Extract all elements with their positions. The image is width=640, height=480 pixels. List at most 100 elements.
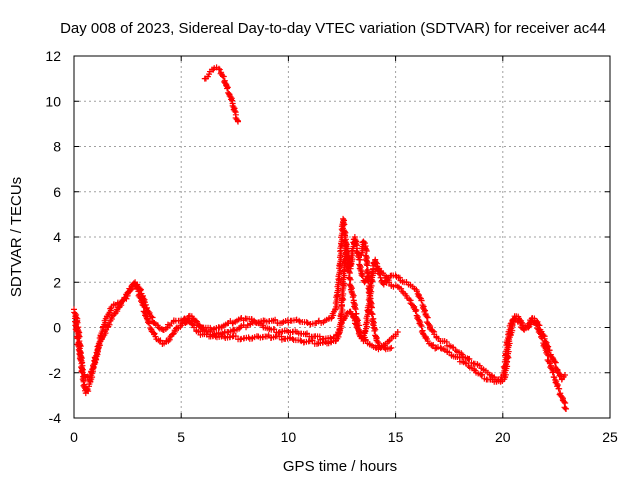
data-point-marker bbox=[437, 344, 444, 351]
data-point-marker bbox=[142, 312, 149, 319]
x-tick-label: 0 bbox=[70, 429, 78, 445]
data-point-marker bbox=[337, 321, 344, 328]
axis-ticks: 0 5 10 15 20 25 -4 -2 0 2 4 6 8 10 12 bbox=[45, 48, 618, 445]
data-point-marker bbox=[351, 304, 358, 311]
data-point-marker bbox=[373, 259, 380, 266]
data-point-marker bbox=[156, 338, 163, 345]
data-point-marker bbox=[550, 368, 557, 375]
data-point-marker bbox=[193, 318, 200, 325]
data-point-marker bbox=[148, 313, 155, 320]
x-tick-label: 10 bbox=[281, 429, 297, 445]
data-point-marker bbox=[231, 107, 238, 114]
data-point-marker bbox=[137, 287, 144, 294]
data-point-marker bbox=[561, 372, 568, 379]
x-tick-label: 15 bbox=[388, 429, 404, 445]
data-point-marker bbox=[434, 344, 441, 351]
chart-title: Day 008 of 2023, Sidereal Day-to-day VTE… bbox=[60, 20, 606, 37]
y-tick-label: 8 bbox=[53, 139, 61, 155]
data-point-marker bbox=[423, 313, 430, 320]
data-point-marker bbox=[235, 118, 242, 125]
data-point-marker bbox=[429, 327, 436, 334]
data-point-marker bbox=[541, 335, 548, 342]
data-point-marker bbox=[232, 333, 239, 340]
data-point-marker bbox=[418, 297, 425, 304]
series-track-c bbox=[182, 308, 401, 353]
data-point-marker bbox=[479, 371, 486, 378]
data-point-marker bbox=[165, 338, 172, 345]
data-point-marker bbox=[358, 272, 365, 279]
y-tick-label: 2 bbox=[53, 274, 61, 290]
data-point-marker bbox=[416, 294, 423, 301]
data-point-marker bbox=[341, 231, 348, 238]
y-tick-label: -2 bbox=[49, 365, 62, 381]
x-tick-label: 20 bbox=[495, 429, 511, 445]
data-point-marker bbox=[413, 306, 420, 313]
data-point-marker bbox=[340, 222, 347, 229]
data-point-marker bbox=[296, 317, 303, 324]
data-point-marker bbox=[396, 274, 403, 281]
data-point-marker bbox=[371, 327, 378, 334]
data-point-marker bbox=[558, 394, 565, 401]
data-point-marker bbox=[83, 387, 90, 394]
data-point-marker bbox=[347, 276, 354, 283]
x-axis-label: GPS time / hours bbox=[283, 458, 397, 475]
series-track-b bbox=[72, 215, 568, 383]
data-point-marker bbox=[297, 337, 304, 344]
data-point-marker bbox=[364, 277, 371, 284]
data-point-marker bbox=[368, 303, 375, 310]
data-point-marker bbox=[426, 321, 433, 328]
data-point-marker bbox=[355, 253, 362, 260]
data-point-marker bbox=[549, 369, 556, 376]
data-point-marker bbox=[363, 246, 370, 253]
data-point-marker bbox=[141, 299, 148, 306]
data-point-marker bbox=[374, 338, 381, 345]
data-point-marker bbox=[84, 386, 91, 393]
data-point-marker bbox=[140, 297, 147, 304]
y-tick-label: -4 bbox=[49, 410, 62, 426]
data-point-marker bbox=[146, 320, 153, 327]
data-point-marker bbox=[215, 65, 222, 72]
data-point-marker bbox=[386, 338, 393, 345]
data-point-marker bbox=[510, 315, 517, 322]
series-track-e bbox=[201, 64, 242, 125]
data-point-marker bbox=[342, 242, 349, 249]
x-tick-label: 5 bbox=[177, 429, 185, 445]
data-point-marker bbox=[220, 73, 227, 80]
data-point-marker bbox=[346, 275, 353, 282]
series-track-d bbox=[358, 238, 395, 353]
data-point-marker bbox=[303, 319, 310, 326]
data-point-marker bbox=[73, 327, 80, 334]
data-point-marker bbox=[429, 342, 436, 349]
data-point-marker bbox=[386, 345, 393, 352]
data-point-marker bbox=[546, 347, 553, 354]
data-point-marker bbox=[365, 289, 372, 296]
data-point-marker bbox=[271, 326, 278, 333]
data-point-marker bbox=[304, 330, 311, 337]
data-point-marker bbox=[365, 278, 372, 285]
y-tick-label: 6 bbox=[53, 184, 61, 200]
data-point-marker bbox=[417, 321, 424, 328]
data-point-marker bbox=[289, 335, 296, 342]
data-point-marker bbox=[554, 382, 561, 389]
data-point-marker bbox=[363, 248, 370, 255]
data-point-marker bbox=[124, 289, 131, 296]
data-point-marker bbox=[563, 405, 570, 412]
data-point-marker bbox=[155, 324, 162, 331]
y-tick-label: 4 bbox=[53, 229, 61, 245]
data-point-marker bbox=[189, 321, 196, 328]
data-point-marker bbox=[369, 321, 376, 328]
data-point-marker bbox=[424, 314, 431, 321]
data-point-marker bbox=[369, 311, 376, 318]
data-point-marker bbox=[432, 345, 439, 352]
y-axis-label: SDTVAR / TECUs bbox=[8, 177, 25, 297]
data-point-marker bbox=[216, 66, 223, 73]
data-point-marker bbox=[224, 85, 231, 92]
data-point-marker bbox=[556, 385, 563, 392]
data-point-marker bbox=[349, 313, 356, 320]
y-tick-label: 12 bbox=[45, 48, 61, 64]
data-markers bbox=[71, 64, 570, 412]
data-point-marker bbox=[535, 321, 542, 328]
data-point-marker bbox=[388, 344, 395, 351]
data-point-marker bbox=[228, 96, 235, 103]
data-point-marker bbox=[372, 326, 379, 333]
